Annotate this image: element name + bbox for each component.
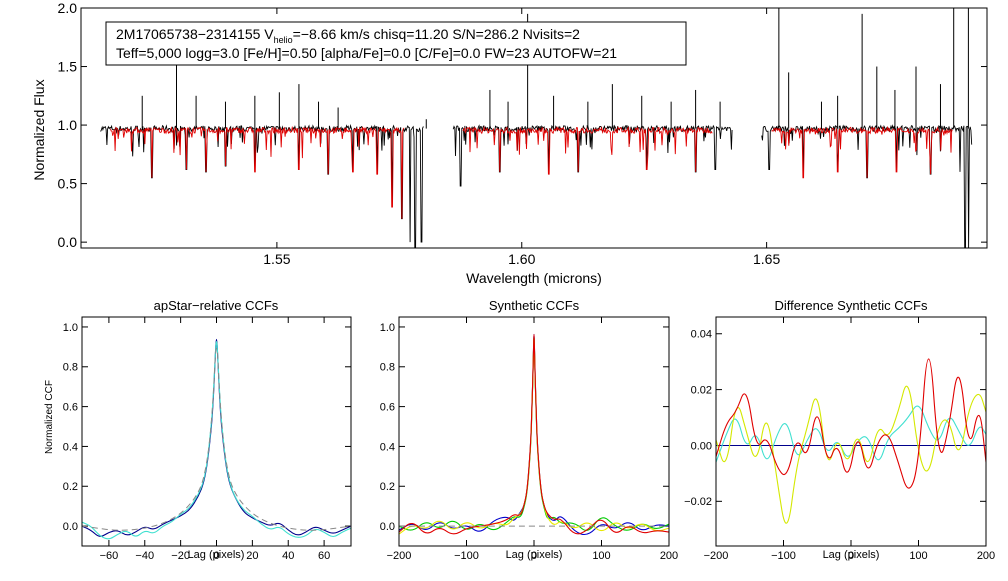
panel3-xtick-label: 100 — [909, 550, 927, 562]
spectrum-observed-chip-1 — [100, 123, 424, 248]
top-ytick-label: 0.5 — [58, 176, 78, 192]
panel3-ytick-label: 0.02 — [691, 384, 712, 396]
panel2-xtick-label: −100 — [454, 550, 479, 562]
panel2-xtick-label: 0 — [531, 550, 537, 562]
panel1-axis-ticks: −60 −40 −20 0 20 40 60 0.0 0.2 0.4 0.6 0.8 1.0 — [63, 317, 351, 562]
panel1-xlabel: Lag (pixels) — [188, 549, 245, 561]
panel1-ytick-label: 0.8 — [63, 362, 78, 374]
panel1-series — [82, 338, 351, 540]
annotation-frame — [105, 21, 687, 66]
annotation-line-2: Teff=5,000 logg=3.0 [Fe/H]=0.50 [alpha/F… — [116, 45, 617, 61]
annotation-line-1-end: =−8.66 km/s chisq=11.20 S/N=286.2 Nvisit… — [293, 26, 581, 42]
top-xtick-label: 1.65 — [753, 251, 780, 267]
panel2-ytick-label: 0.2 — [380, 481, 395, 493]
panel1-series-1 — [82, 338, 351, 537]
panel3-frame — [715, 316, 987, 547]
panel1-series-2 — [82, 340, 351, 540]
ccf-panel-apstar: apStar−relative CCFs Normalized CCF Lag … — [44, 298, 352, 562]
panel3-xtick-label: −100 — [771, 550, 796, 562]
annotation-subscript: helio — [274, 35, 293, 45]
panel3-ytick-label: 0.00 — [691, 440, 712, 452]
panel1-xtick-label: 20 — [246, 550, 258, 562]
panel3-series-2 — [716, 405, 986, 463]
panel2-xtick-label: 100 — [592, 550, 610, 562]
panel3-series-3 — [716, 385, 986, 524]
top-xtick-label: 1.55 — [263, 251, 290, 267]
panel2-frame — [398, 316, 670, 547]
top-xtick-label: 1.60 — [508, 251, 535, 267]
ccf-panel-synthetic: Synthetic CCFs Lag (pixels) −200 −100 0 100… — [380, 298, 678, 562]
panel1-ytick-label: 0.0 — [63, 521, 78, 533]
annotation-line-1: 2M17065738−2314155 Vhelio=−8.66 km/s chi… — [116, 26, 580, 45]
panel2-ytick-label: 0.8 — [380, 362, 395, 374]
panel1-xtick-label: 40 — [282, 550, 294, 562]
panel3-ytick-label: −0.02 — [684, 496, 712, 508]
panel2-ytick-label: 0.0 — [380, 521, 395, 533]
top-series — [100, 8, 973, 248]
ccf-panel-difference: Difference Synthetic CCFs Lag (pixels) −… — [684, 298, 995, 562]
panel2-ytick-label: 1.0 — [380, 322, 395, 334]
panel2-ytick-label: 0.6 — [380, 401, 395, 413]
top-ytick-label: 2.0 — [58, 0, 78, 16]
panel2-series-4 — [399, 333, 669, 535]
panel2-ytick-label: 0.4 — [380, 441, 395, 453]
panel2-series-3 — [399, 335, 669, 535]
panel1-frame — [81, 316, 352, 547]
panel2-title: Synthetic CCFs — [489, 298, 580, 313]
panel3-title: Difference Synthetic CCFs — [775, 298, 928, 313]
panel2-series — [399, 333, 669, 536]
panel1-series-3 — [82, 347, 351, 531]
top-ytick-label: 0.0 — [58, 234, 78, 250]
top-ytick-label: 1.5 — [58, 58, 78, 74]
panel1-ytick-label: 0.6 — [63, 401, 78, 413]
top-ytick-label: 1.0 — [58, 117, 78, 133]
panel2-xtick-label: 200 — [660, 550, 678, 562]
panel1-xtick-label: 0 — [213, 550, 219, 562]
panel1-ytick-label: 0.2 — [63, 481, 78, 493]
panel3-ytick-label: 0.04 — [691, 329, 712, 341]
top-axis-ticks: 1.55 1.60 1.65 0.0 0.5 1.0 1.5 2.0 — [58, 0, 987, 267]
spectrum-model-chip-2 — [462, 125, 713, 175]
spectrum-panel: Normalized Flux Wavelength (microns) 1.5… — [31, 0, 988, 286]
panel1-ytick-label: 1.0 — [63, 322, 78, 334]
panel1-ylabel: Normalized CCF — [44, 380, 55, 454]
panel1-xtick-label: 60 — [318, 550, 330, 562]
panel3-series — [716, 358, 986, 524]
panel2-series-1 — [399, 333, 669, 536]
spectrum-model-chip-1 — [109, 125, 405, 219]
panel1-xtick-label: −60 — [100, 550, 119, 562]
panel2-xtick-label: −200 — [387, 550, 412, 562]
spectrum-model-chip-3 — [771, 125, 953, 179]
top-ylabel: Normalized Flux — [31, 79, 47, 180]
annotation-line-1-start: 2M17065738−2314155 V — [116, 26, 274, 42]
panel1-title: apStar−relative CCFs — [154, 298, 279, 313]
panel3-xlabel: Lag (pixels) — [823, 549, 880, 561]
panel1-ytick-label: 0.4 — [63, 441, 78, 453]
annotation-box: 2M17065738−2314155 Vhelio=−8.66 km/s chi… — [105, 21, 687, 66]
panel3-xtick-label: −200 — [704, 550, 729, 562]
panel3-series-4 — [716, 358, 986, 489]
panel1-xtick-label: −40 — [135, 550, 154, 562]
panel1-xtick-label: −20 — [171, 550, 190, 562]
top-plot-frame — [80, 7, 988, 249]
panel2-xlabel: Lag (pixels) — [506, 549, 563, 561]
top-xlabel: Wavelength (microns) — [466, 270, 602, 286]
panel3-xtick-label: 200 — [977, 550, 995, 562]
panel2-series-2 — [399, 335, 669, 531]
panel3-xtick-label: 0 — [848, 550, 854, 562]
